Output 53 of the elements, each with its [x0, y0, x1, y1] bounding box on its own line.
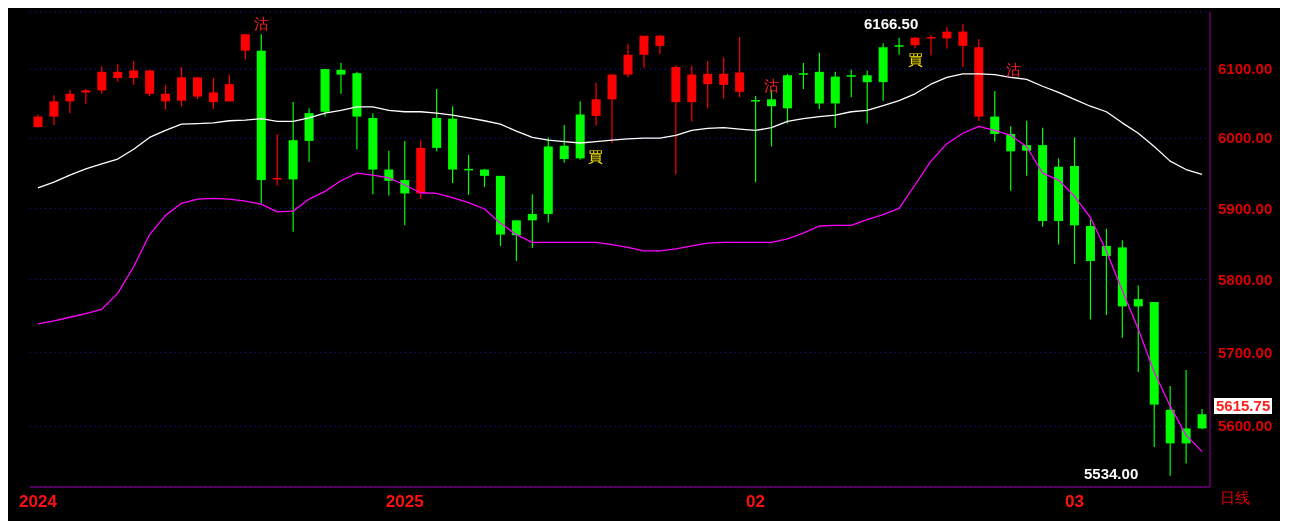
candlestick [129, 60, 139, 86]
candlestick [336, 62, 346, 95]
annotation: 買 [908, 51, 923, 68]
annotation: 5534.00 [1084, 465, 1139, 482]
annotation: 沽 [764, 77, 779, 94]
candlestick [926, 34, 936, 57]
candlestick [655, 34, 665, 55]
annotation: 6166.50 [864, 15, 919, 32]
candlestick [719, 56, 729, 100]
candlestick [527, 193, 537, 249]
candlestick [751, 95, 761, 183]
candlestick [1197, 408, 1207, 430]
candlestick [161, 84, 171, 111]
candlestick [798, 62, 808, 90]
candlestick [97, 65, 107, 95]
annotation: 沽 [1006, 61, 1021, 78]
candlestick [65, 89, 75, 114]
y-tick-label: 5600.00 [1218, 417, 1273, 435]
x-tick-label: 02 [746, 492, 765, 512]
x-tick-label: 03 [1065, 492, 1084, 512]
candlestick [862, 69, 872, 125]
x-tick-label: 2025 [385, 492, 424, 512]
candlestick [192, 76, 202, 100]
candlestick [1133, 284, 1143, 373]
candlestick [240, 33, 250, 61]
x-tick-label: 2024 [19, 492, 58, 512]
candlestick [623, 43, 633, 78]
candlestick [591, 82, 601, 127]
candlestick [511, 219, 521, 262]
y-tick-label: 5800.00 [1218, 270, 1273, 288]
candlestick [480, 168, 489, 188]
candlestick [49, 94, 59, 126]
y-tick-label: 6000.00 [1218, 129, 1273, 147]
candlestick [639, 35, 649, 69]
y-tick-label: 5700.00 [1218, 343, 1273, 361]
text: 5615.75 [1214, 397, 1273, 414]
annotation: 沽 [254, 15, 269, 32]
y-tick-label: 6100.00 [1218, 60, 1273, 78]
candlestick [735, 36, 745, 98]
candlestick [145, 69, 155, 97]
candlestick [1006, 125, 1016, 192]
candlestick [559, 124, 569, 164]
annotation: 買 [588, 148, 603, 165]
candlestick [958, 23, 968, 68]
candlestick [703, 60, 713, 109]
candlestick [208, 77, 218, 110]
candlestick [846, 69, 856, 98]
candlestick [177, 66, 187, 107]
text: 日线 [1220, 489, 1250, 506]
candlestick [990, 90, 1000, 143]
candlestick [894, 37, 904, 56]
y-tick-label: 5900.00 [1218, 199, 1273, 217]
candlestick [224, 73, 234, 102]
